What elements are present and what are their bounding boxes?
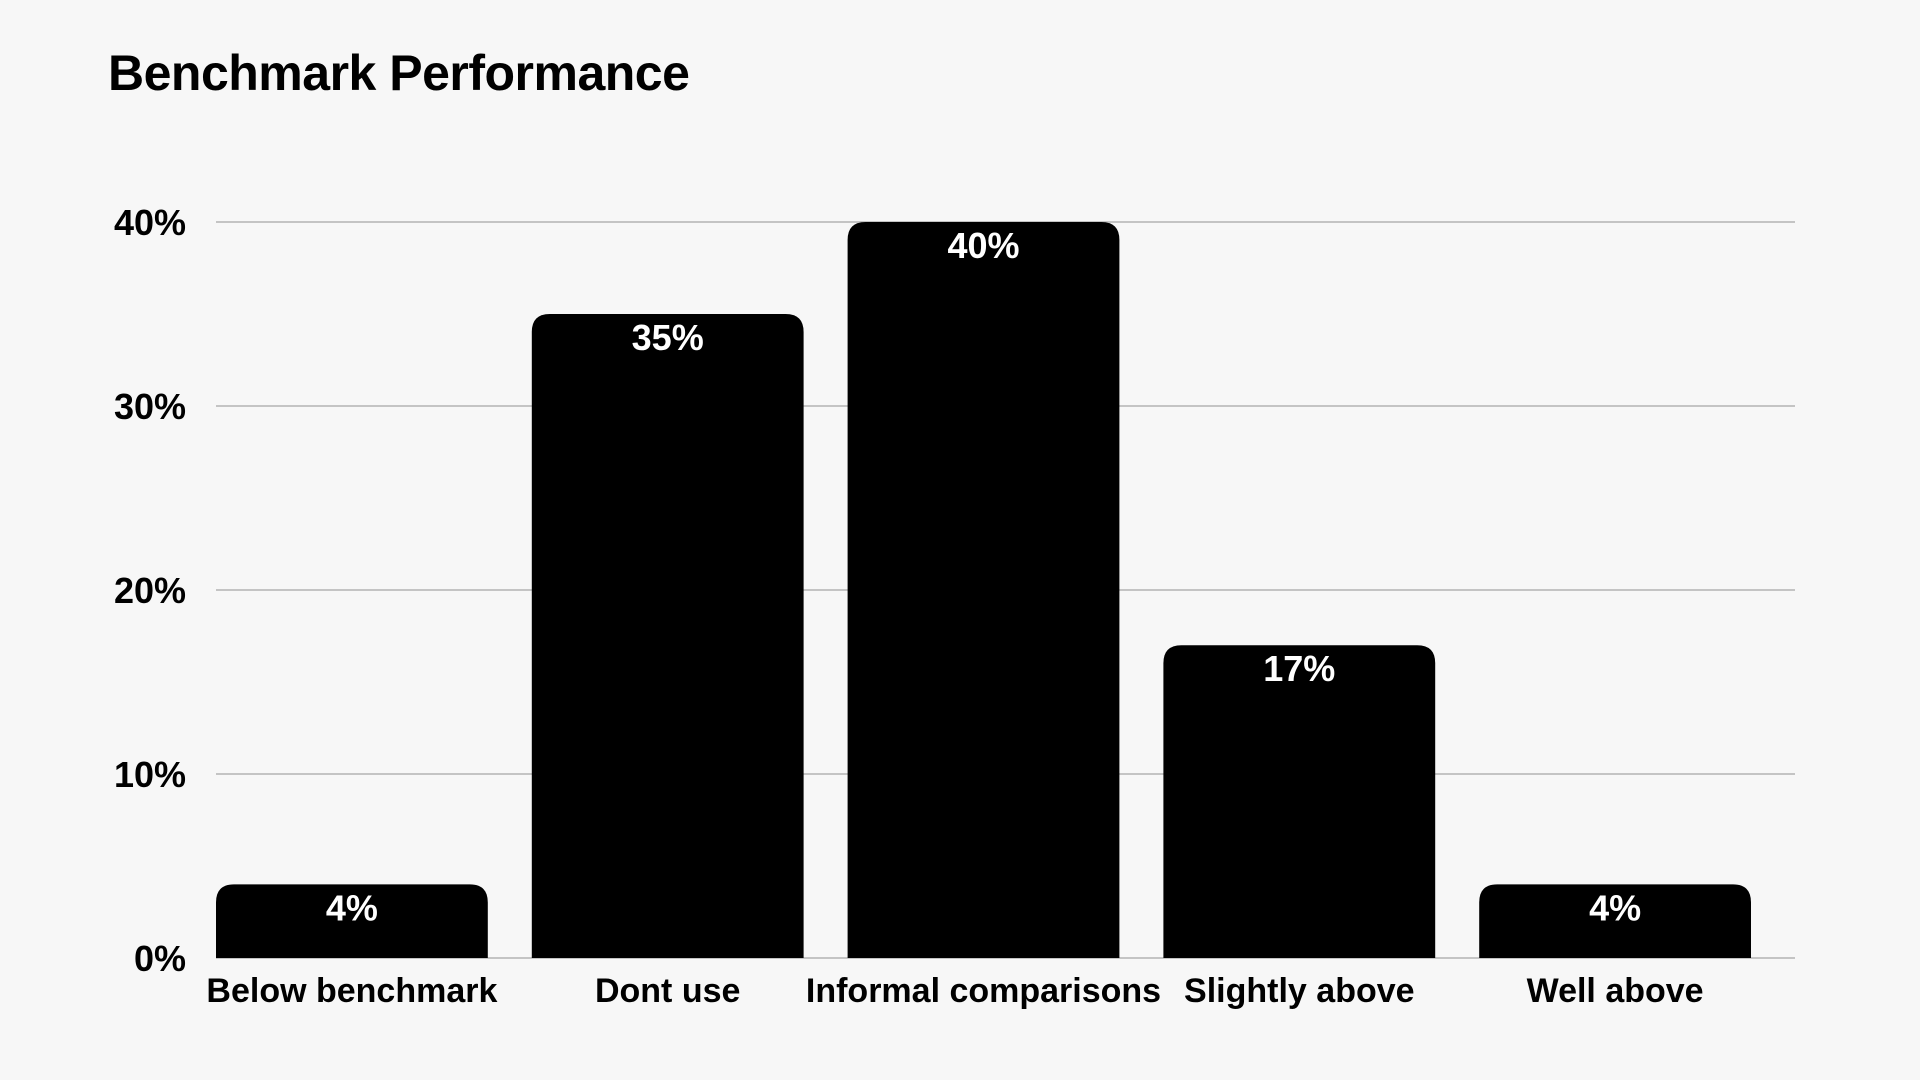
bar <box>847 222 1120 958</box>
data-label: 4% <box>326 887 378 928</box>
data-label: 4% <box>1589 887 1641 928</box>
y-tick-label: 0% <box>134 938 186 979</box>
x-tick-label: Dont use <box>595 972 740 1010</box>
y-tick-label: 10% <box>114 754 186 795</box>
x-tick-label: Slightly above <box>1184 972 1415 1010</box>
data-label: 35% <box>632 317 704 358</box>
bar <box>216 884 488 958</box>
y-tick-label: 20% <box>114 570 186 611</box>
y-tick-label: 40% <box>114 202 186 243</box>
x-tick-label: Below benchmark <box>206 972 497 1010</box>
bar <box>531 314 804 958</box>
x-tick-label: Informal comparisons <box>806 972 1161 1010</box>
bar <box>1163 645 1436 958</box>
data-label: 17% <box>1263 648 1335 689</box>
chart-title: Benchmark Performance <box>108 45 690 101</box>
bar <box>1479 884 1751 958</box>
y-tick-label: 30% <box>114 386 186 427</box>
data-label: 40% <box>947 225 1019 266</box>
x-tick-label: Well above <box>1527 972 1704 1010</box>
